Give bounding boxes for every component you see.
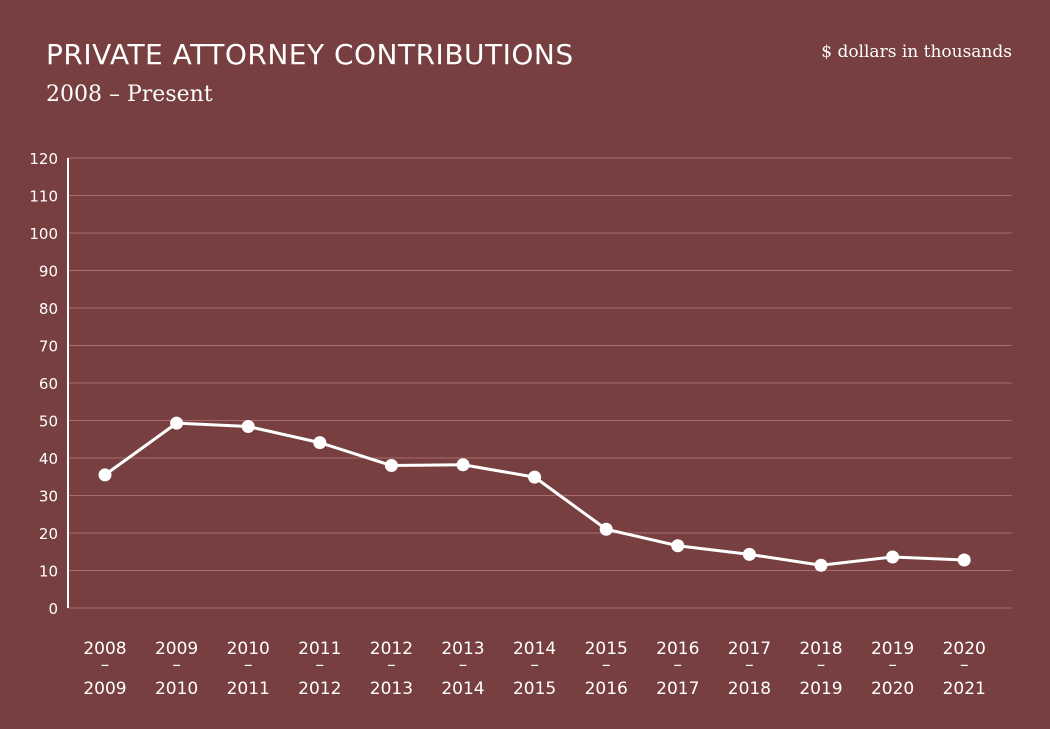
- data-point: [98, 468, 112, 482]
- x-tick-label-line: 2010: [155, 679, 198, 699]
- x-tick-label-line: –: [817, 655, 826, 675]
- x-tick-label-line: 2016: [585, 679, 628, 699]
- x-tick-label-line: –: [602, 655, 611, 675]
- y-tick-label: 50: [39, 413, 58, 431]
- x-tick-label: 2010– 2011: [227, 639, 270, 699]
- y-tick-label: 60: [39, 375, 58, 393]
- x-tick-label: 2018– 2019: [799, 639, 842, 699]
- x-tick-label-line: 2017: [656, 679, 699, 699]
- x-tick-label-line: 2015: [585, 639, 628, 659]
- x-tick-label-line: 2014: [441, 679, 484, 699]
- series-line-layer: [103, 421, 966, 567]
- x-tick-label-line: 2012: [370, 639, 413, 659]
- data-point: [384, 459, 398, 472]
- x-tick-label-line: 2009: [83, 679, 126, 699]
- x-tick-label-line: –: [530, 655, 539, 675]
- x-tick-label-line: –: [244, 655, 253, 675]
- y-tick-label: 0: [48, 600, 58, 618]
- x-tick-label-line: 2013: [441, 639, 484, 659]
- x-tick-label-line: 2021: [943, 679, 986, 699]
- data-point: [671, 539, 685, 553]
- x-tick-label-line: 2018: [799, 639, 842, 659]
- y-tick-label: 80: [39, 300, 58, 318]
- y-tick-label: 40: [39, 450, 58, 468]
- x-tick-label-line: –: [960, 655, 969, 675]
- y-tick-label: 110: [29, 188, 58, 206]
- x-tick-label: 2011– 2012: [298, 639, 341, 699]
- chart-subtitle: 2008 – Present: [46, 82, 213, 107]
- x-tick-label: 2012– 2013: [370, 639, 413, 699]
- unit-note: $ dollars in thousands: [821, 42, 1012, 62]
- data-point: [886, 550, 900, 564]
- data-point: [957, 553, 971, 567]
- data-point: [170, 416, 184, 430]
- data-point: [599, 522, 613, 536]
- y-tick-label: 10: [39, 563, 58, 581]
- x-tick-label-line: 2010: [227, 639, 270, 659]
- data-point: [814, 558, 828, 572]
- x-tick-label: 2019– 2020: [871, 639, 914, 699]
- y-tick-label: 30: [39, 488, 58, 506]
- data-points: [98, 416, 971, 572]
- x-tick-label-line: 2012: [298, 679, 341, 699]
- y-tick-label: 90: [39, 263, 58, 281]
- x-tick-label-line: –: [316, 655, 325, 675]
- x-tick-label-line: 2017: [728, 639, 771, 659]
- gridlines: [68, 157, 1012, 609]
- x-tick-label-line: 2009: [155, 639, 198, 659]
- x-tick-label: 2020– 2021: [943, 639, 986, 699]
- x-tick-label-line: –: [172, 655, 181, 675]
- data-point: [528, 470, 542, 484]
- x-tick-label-line: 2014: [513, 639, 556, 659]
- y-tick-label: 20: [39, 525, 58, 543]
- x-tick-label-line: 2015: [513, 679, 556, 699]
- x-tick-label-line: –: [888, 655, 897, 675]
- x-tick-label: 2015– 2016: [585, 639, 628, 699]
- x-tick-label-line: 2016: [656, 639, 699, 659]
- x-tick-label: 2013– 2014: [441, 639, 484, 699]
- series-line: [103, 421, 966, 567]
- x-tick-label: 2017– 2018: [728, 639, 771, 699]
- x-tick-label: 2014– 2015: [513, 639, 556, 699]
- x-tick-label-line: 2019: [799, 679, 842, 699]
- chart-title: PRIVATE ATTORNEY CONTRIBUTIONS: [46, 38, 574, 71]
- y-tick-label: 70: [39, 338, 58, 356]
- x-tick-label-line: 2020: [943, 639, 986, 659]
- x-tick-label-line: 2011: [227, 679, 270, 699]
- x-tick-label-line: –: [101, 655, 110, 675]
- y-tick-label: 120: [29, 150, 58, 168]
- x-tick-label-line: –: [387, 655, 396, 675]
- x-tick-label-line: 2011: [298, 639, 341, 659]
- y-tick-label: 100: [29, 225, 58, 243]
- data-point: [742, 547, 756, 561]
- x-tick-label-line: –: [674, 655, 683, 675]
- data-point: [456, 458, 470, 472]
- x-tick-label-line: 2019: [871, 639, 914, 659]
- x-tick-label: 2016– 2017: [656, 639, 699, 699]
- y-tick-labels: 0 10 20 30 40 50 60 70 80 90 100 110 120: [29, 150, 58, 618]
- x-tick-label-line: 2020: [871, 679, 914, 699]
- x-tick-label-line: 2008: [83, 639, 126, 659]
- x-tick-label-line: –: [459, 655, 468, 675]
- x-tick-label: 2008– 2009: [83, 639, 126, 699]
- data-point: [241, 420, 255, 433]
- x-tick-label: 2009– 2010: [155, 639, 198, 699]
- x-tick-label-line: 2013: [370, 679, 413, 699]
- data-point: [313, 436, 327, 450]
- x-tick-label-line: 2018: [728, 679, 771, 699]
- x-tick-labels: 2008–20092009–20102010–20112011–20122012…: [83, 639, 985, 699]
- x-tick-label-line: –: [745, 655, 754, 675]
